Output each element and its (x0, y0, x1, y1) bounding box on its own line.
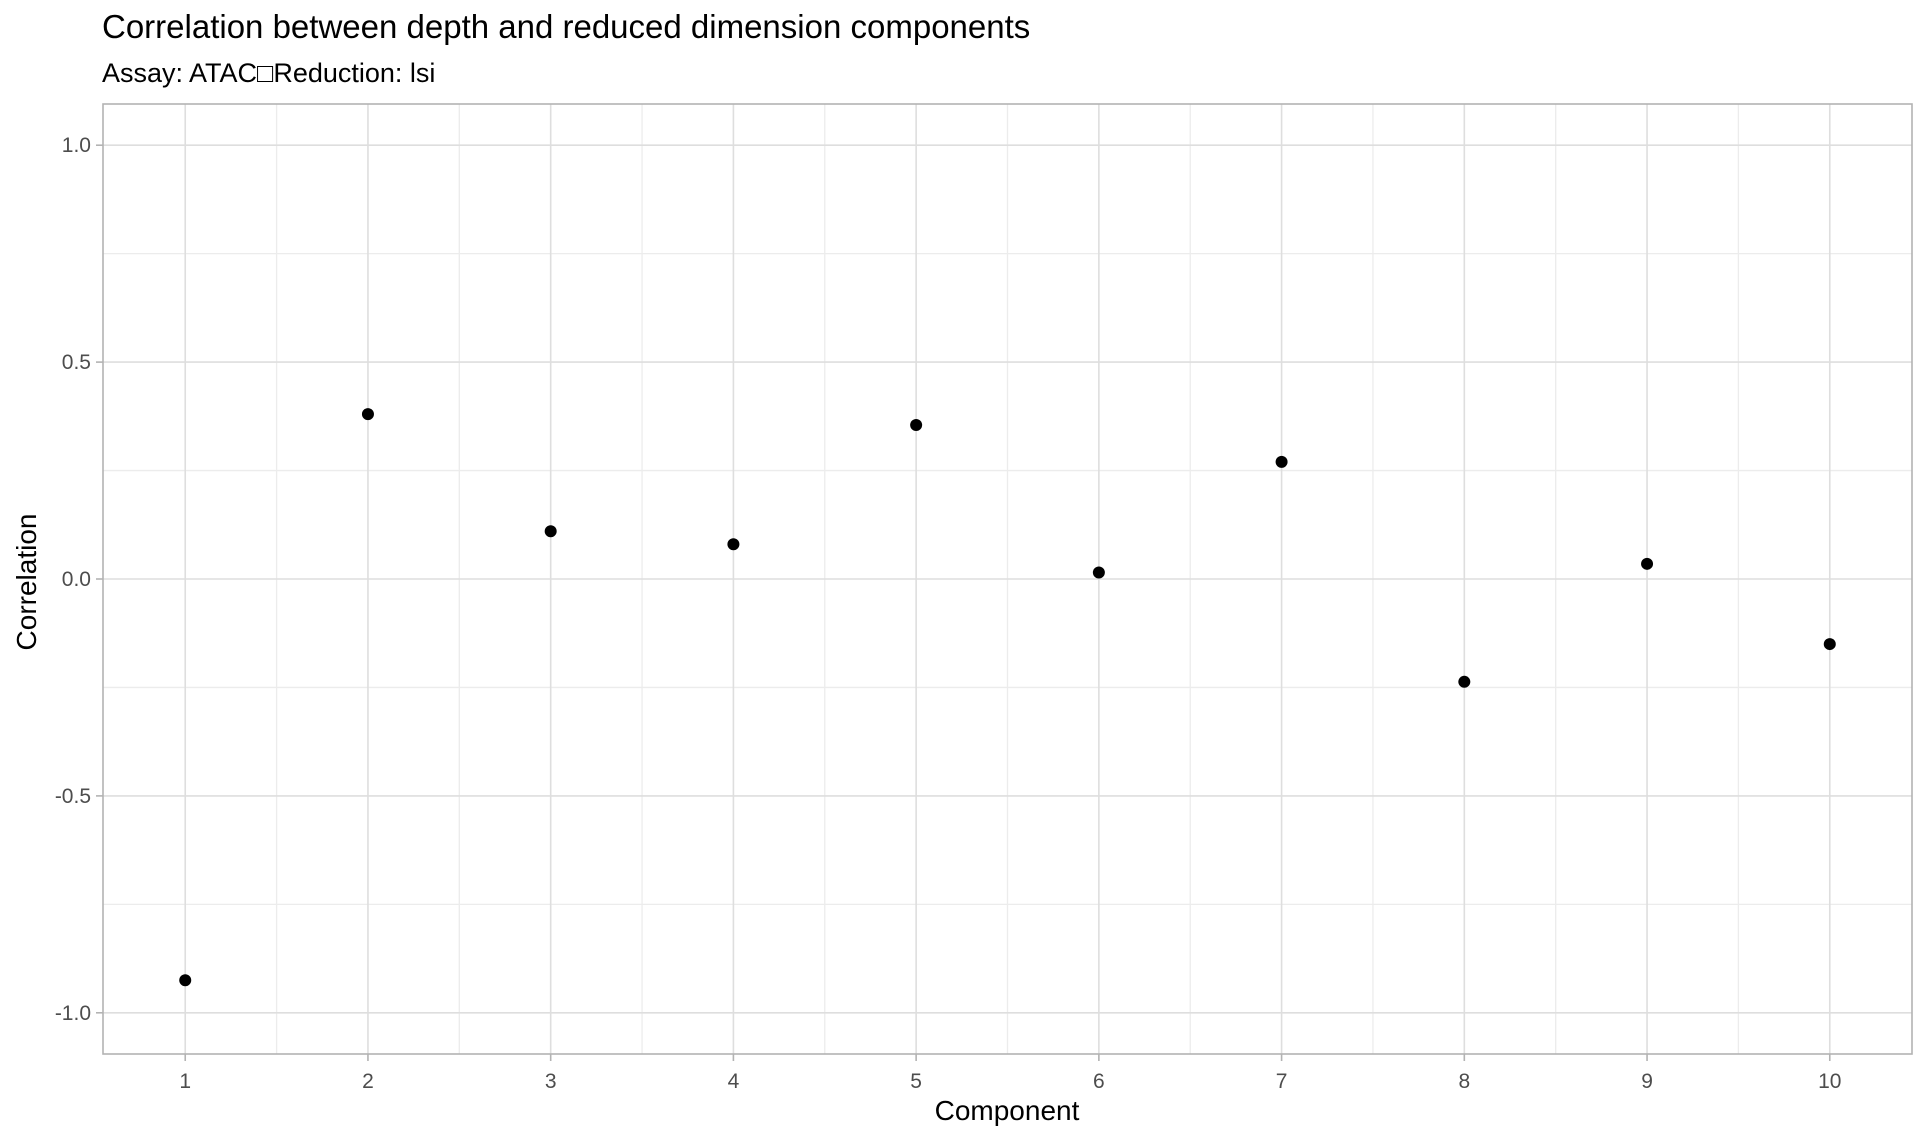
data-point (1458, 675, 1471, 688)
data-point (1641, 557, 1654, 570)
x-tick-label: 3 (545, 1070, 557, 1093)
data-point (179, 974, 192, 987)
data-points (179, 408, 1836, 987)
y-tick-label: -0.5 (55, 785, 91, 808)
y-tick-label: 0.5 (62, 351, 91, 374)
data-point (727, 538, 740, 551)
y-axis: -1.0 -0.5 0.0 0.5 1.0 (55, 134, 103, 1025)
data-point (361, 408, 374, 421)
data-point (544, 525, 557, 538)
y-tick-label: 0.0 (62, 568, 91, 591)
data-point (1092, 566, 1105, 579)
chart-subtitle: Assay: ATAC□Reduction: lsi (102, 58, 435, 88)
data-point (910, 419, 923, 432)
y-axis-title: Correlation (11, 514, 42, 651)
x-axis-title: Component (935, 1095, 1080, 1126)
y-tick-label: 1.0 (62, 134, 91, 157)
chart-title: Correlation between depth and reduced di… (102, 8, 1030, 45)
x-tick-label: 9 (1641, 1070, 1653, 1093)
x-tick-label: 2 (362, 1070, 374, 1093)
data-point (1275, 455, 1288, 468)
x-tick-label: 4 (728, 1070, 740, 1093)
x-tick-label: 1 (179, 1070, 191, 1093)
x-tick-label: 7 (1276, 1070, 1288, 1093)
x-tick-label: 5 (910, 1070, 922, 1093)
x-tick-label: 6 (1093, 1070, 1105, 1093)
x-axis: 1 2 3 4 5 6 7 8 9 10 (179, 1054, 1841, 1093)
x-tick-label: 10 (1818, 1070, 1841, 1093)
x-tick-label: 8 (1458, 1070, 1470, 1093)
y-tick-label: -1.0 (55, 1002, 91, 1025)
major-gridlines (103, 104, 1912, 1054)
data-point (1823, 638, 1836, 651)
